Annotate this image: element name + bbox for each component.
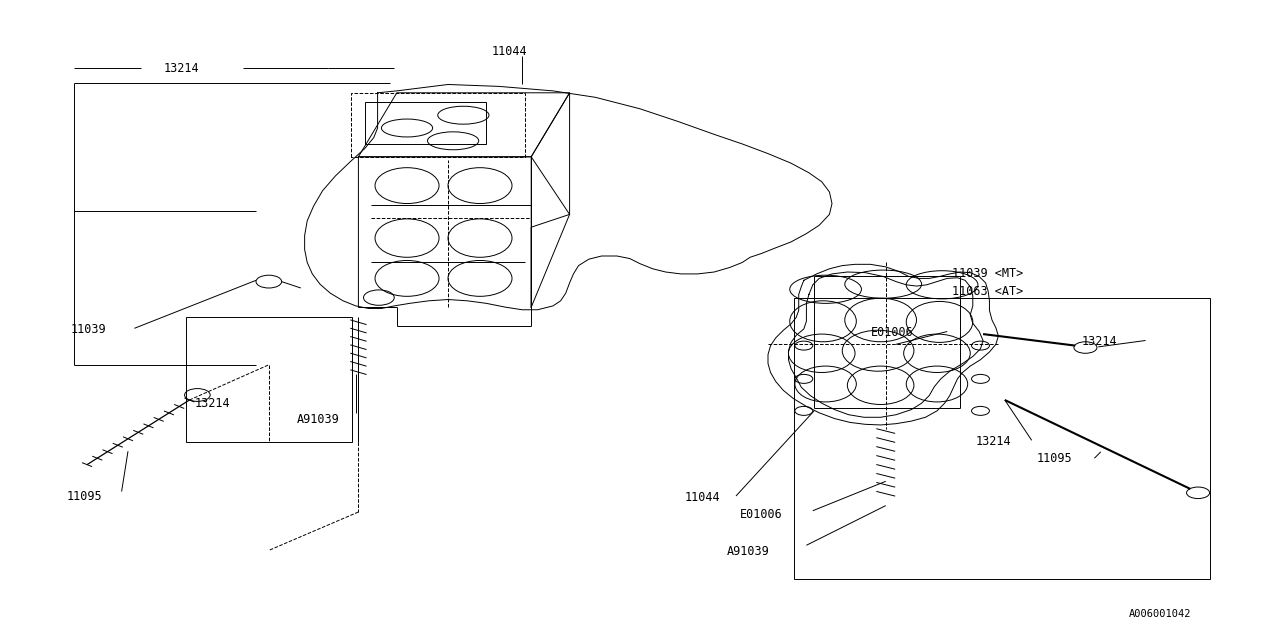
Text: 11039: 11039 <box>70 323 106 336</box>
Text: 13214: 13214 <box>195 397 230 410</box>
Text: 11095: 11095 <box>1037 452 1073 465</box>
Text: E01006: E01006 <box>870 326 913 339</box>
Text: 11044: 11044 <box>685 492 721 504</box>
Text: 11044: 11044 <box>492 45 527 58</box>
Text: 11095: 11095 <box>67 490 102 502</box>
Text: A006001042: A006001042 <box>1129 609 1192 620</box>
Bar <box>794 298 1210 579</box>
Text: E01006: E01006 <box>740 508 782 521</box>
Text: A91039: A91039 <box>727 545 769 558</box>
Text: 13214: 13214 <box>975 435 1011 448</box>
Bar <box>365 102 486 144</box>
Text: 13214: 13214 <box>1082 335 1117 348</box>
Text: 13214: 13214 <box>164 62 200 75</box>
Text: 11063 <AT>: 11063 <AT> <box>952 285 1024 298</box>
Text: 11039 <MT>: 11039 <MT> <box>952 268 1024 280</box>
Bar <box>186 317 352 442</box>
Text: A91039: A91039 <box>297 413 339 426</box>
